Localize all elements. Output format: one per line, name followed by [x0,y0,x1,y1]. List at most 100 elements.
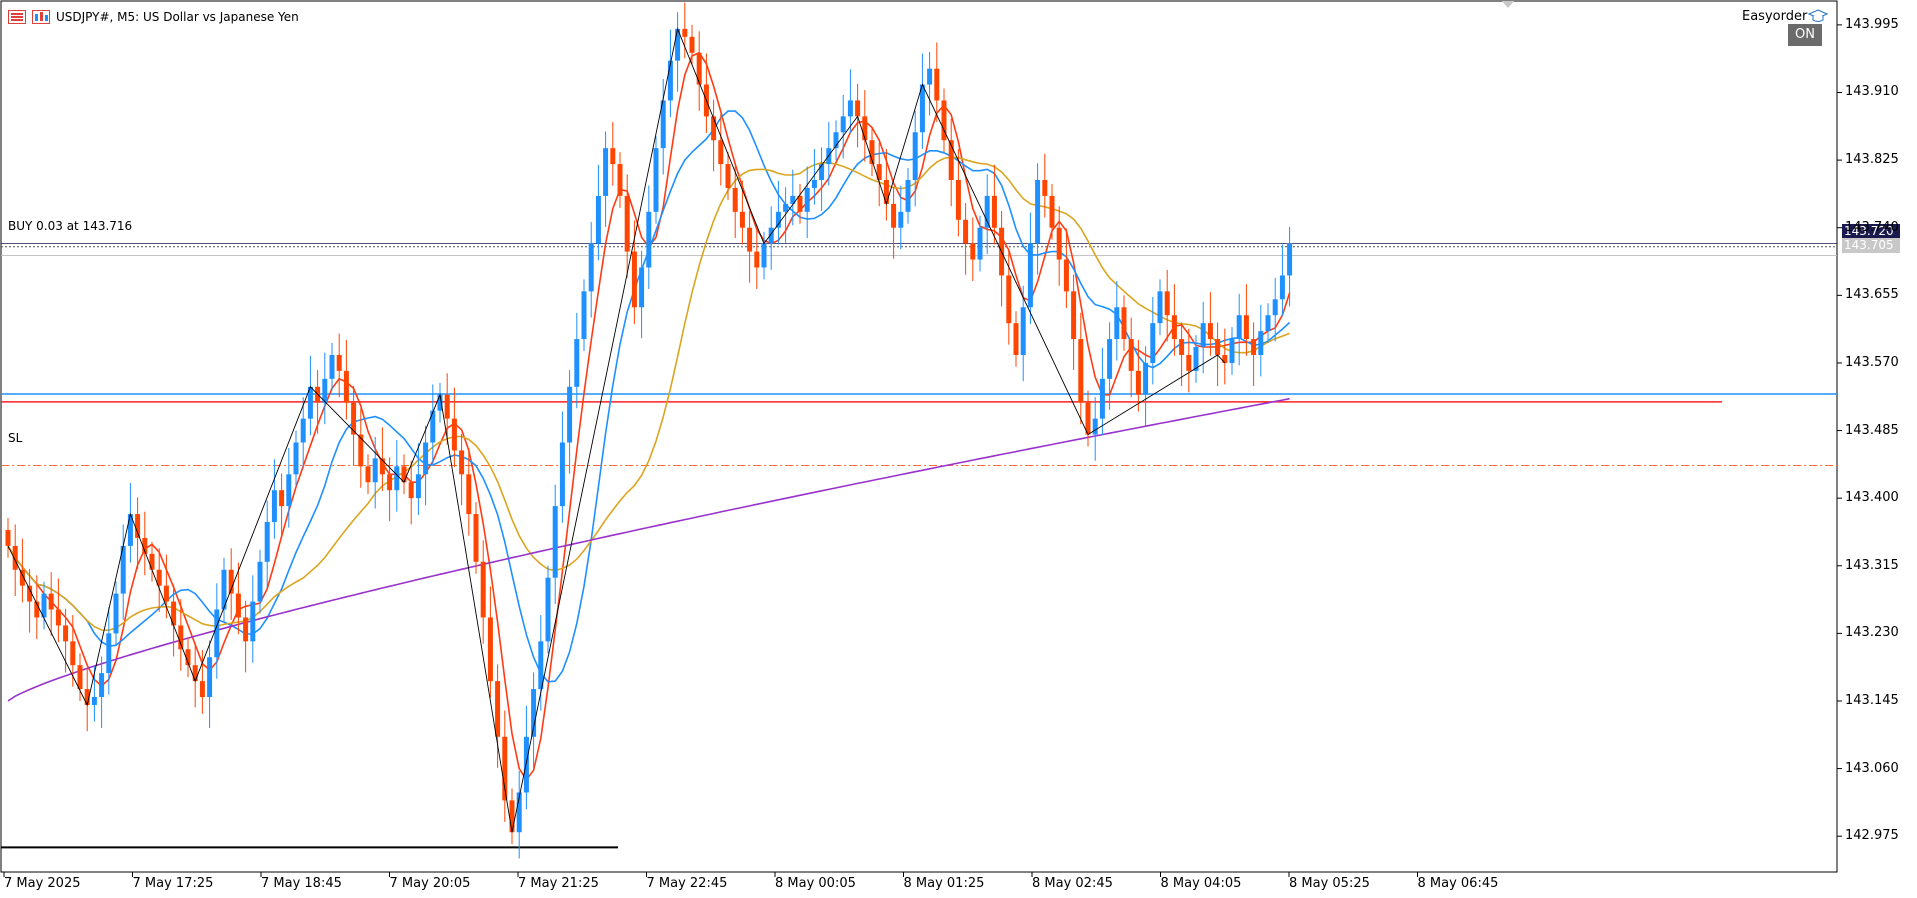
candle-body [790,195,796,204]
candle-body [1114,307,1120,340]
candle-body [1092,418,1098,435]
candle-body [279,490,285,507]
candle-body [365,466,371,483]
candle-body [1179,339,1185,355]
candle-body [1251,339,1257,355]
x-tick-label: 8 May 00:05 [775,876,856,891]
candle-body [653,148,659,212]
candle-body [351,402,357,435]
candle-body [1186,354,1192,371]
candle-body [1027,243,1033,308]
candle-body [1157,291,1163,324]
candle-body [120,545,126,594]
candle-body [624,195,630,252]
candle-body [1006,275,1012,324]
candle-body [552,506,558,578]
candle-body [516,792,522,833]
candle-body [495,681,501,737]
ma-long-line [7,397,1290,702]
candle-body [1020,307,1026,355]
candle-body [1013,323,1019,355]
zigzag-line [7,27,1226,833]
easyorder-label[interactable]: Easyorder [1742,9,1808,24]
candle-body [257,561,263,602]
candle-body [185,649,191,666]
x-tick-label: 8 May 05:25 [1289,876,1370,891]
y-tick-label: 143.230 [1845,625,1899,641]
easyorder-on-toggle[interactable]: ON [1788,24,1822,46]
candle-body [221,569,227,610]
candle-body [5,529,11,546]
x-tick-label: 7 May 21:25 [518,876,599,891]
candle-body [761,243,767,268]
menu-list-icon[interactable] [8,10,26,24]
y-tick-label: 143.825 [1845,152,1899,168]
y-tick-label: 143.315 [1845,557,1899,573]
candle-body [264,522,270,562]
candle-body [451,418,457,451]
x-tick-label: 8 May 01:25 [903,876,985,891]
graduation-cap-icon[interactable] [1807,9,1829,23]
candle-body [718,140,724,165]
candle-body [610,148,616,165]
candle-body [343,370,349,403]
candle-body [430,410,436,443]
candle-body [883,179,889,204]
candle-body [1287,243,1293,276]
candle-body [243,617,249,642]
candle-body [41,593,47,618]
candle-body [1063,259,1069,292]
candle-body [631,251,637,308]
candle-body [1272,299,1278,316]
candle-body [927,68,933,85]
candle-body [559,442,565,507]
candle-body [862,116,868,141]
candle-body [207,657,213,698]
x-tick-label: 8 May 06:45 [1417,876,1499,891]
candle-body [509,800,515,833]
candle-body [970,243,976,260]
y-tick-label: 143.910 [1845,84,1899,100]
candle-body [84,689,90,705]
candle-body [300,418,306,443]
candle-body [847,100,853,117]
candle-body [77,665,83,690]
candle-body [12,545,18,570]
candle-body [171,601,177,626]
candle-body [977,227,983,260]
candle-body [1135,370,1141,395]
buy-position-label: BUY 0.03 at 143.716 [8,219,133,233]
candle-body [55,609,61,626]
candle-body [567,386,573,443]
candle-body [415,474,421,499]
stop-loss-label: SL [8,431,23,445]
candle-body [891,203,897,228]
collapse-arrow-icon[interactable] [1500,0,1516,13]
candle-body [329,354,335,379]
x-tick-label: 8 May 04:05 [1160,876,1242,891]
candle-body [963,219,969,244]
candle-body [1171,315,1177,340]
candle-body [991,195,997,228]
candle-body [1229,339,1235,363]
candle-body [689,36,695,53]
candle-body [1258,331,1264,355]
candle-body [660,100,666,149]
candle-body [898,211,904,228]
candle-body [149,553,155,570]
candle-body [1150,323,1156,363]
chart-window-icon[interactable] [32,10,50,24]
candle-body [819,164,825,180]
y-tick-label: 143.740 [1845,219,1899,235]
candle-body [869,140,875,165]
y-tick-label: 143.060 [1845,760,1899,776]
candle-body [934,68,940,101]
candle-body [502,736,508,801]
candle-body [437,394,443,411]
candle-body [783,203,789,212]
candle-body [595,195,601,244]
candle-body [1193,347,1199,371]
candle-body [725,164,731,188]
